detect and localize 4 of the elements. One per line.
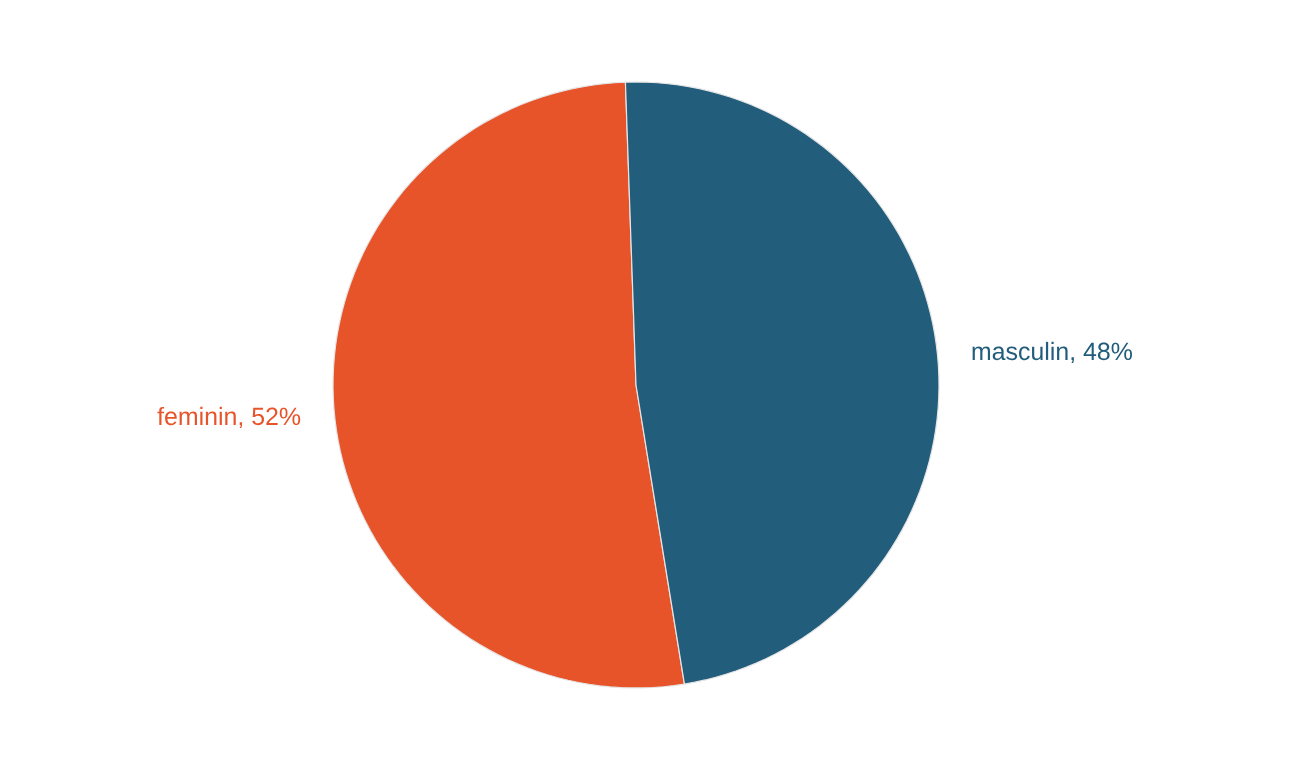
data-label: , 48% [1071,342,1132,364]
data-label: , 52% [239,407,301,429]
slice-label: feminin [157,406,236,426]
slice-label: masculin [972,341,1068,361]
